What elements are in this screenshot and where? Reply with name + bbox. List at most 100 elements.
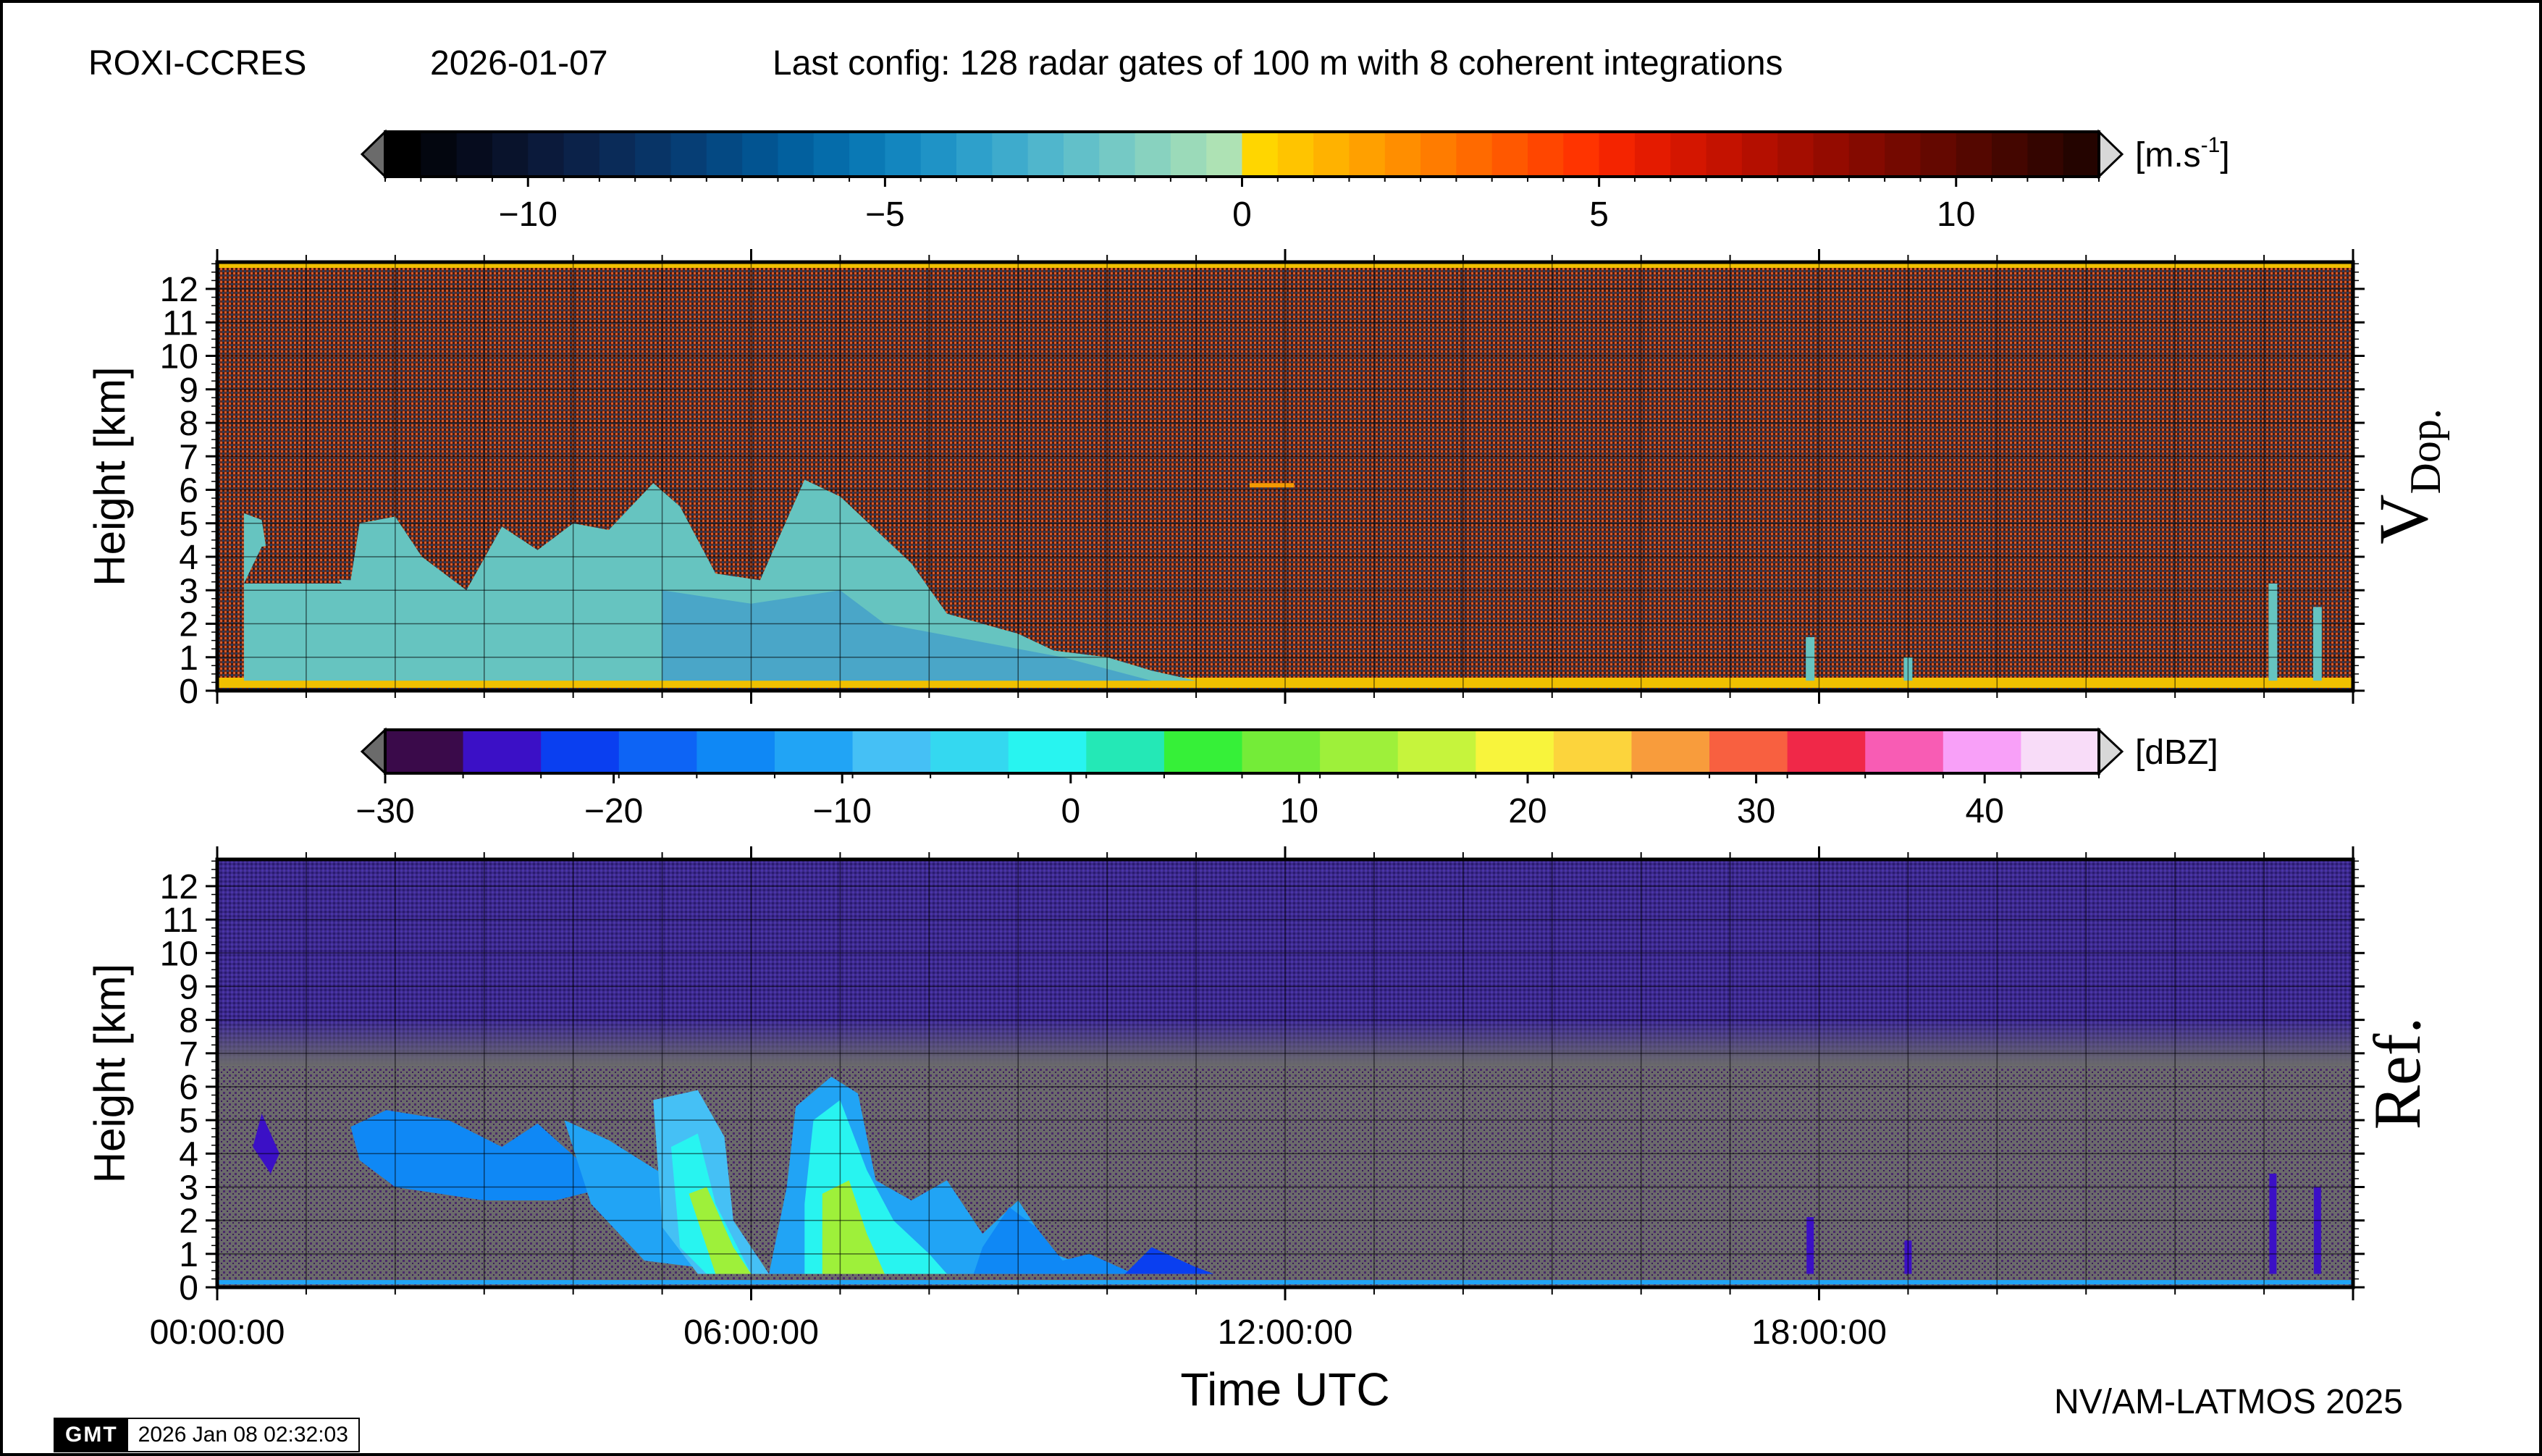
velocity-colorbar-swatch [563, 132, 600, 177]
velocity-colorbar-swatch [1027, 132, 1064, 177]
reflectivity-colorbar-swatch [2021, 730, 2100, 773]
velocity-colorbar-swatch [1741, 132, 1778, 177]
velocity-colorbar-swatch [1456, 132, 1493, 177]
velocity-cloud-core [662, 590, 1152, 681]
velocity-colorbar-swatch [1920, 132, 1957, 177]
reflectivity-colorbar-swatch [1008, 730, 1087, 773]
reflectivity-colorbar-swatch [1709, 730, 1788, 773]
reflectivity-colorbar-swatch [930, 730, 1009, 773]
reflectivity-cloud-echo [973, 1207, 1134, 1274]
gmt-timestamp-badge: GMT 2026 Jan 08 02:32:03 [54, 1418, 360, 1452]
reflectivity-colorbar-swatch [1787, 730, 1866, 773]
reflectivity-colorbar-tick-label: −10 [812, 792, 871, 830]
velocity-colorbar-tick-label: −10 [499, 195, 557, 234]
reflectivity-cloud-echo [689, 1187, 752, 1274]
velocity-colorbar-swatch [456, 132, 493, 177]
velocity-colorbar-swatch [1170, 132, 1207, 177]
velocity-colorbar-swatch [706, 132, 743, 177]
reflectivity-colorbar-swatch [541, 730, 620, 773]
reflectivity-colorbar-swatch [463, 730, 542, 773]
velocity-colorbar-swatch [1135, 132, 1171, 177]
station-label: ROXI-CCRES [88, 44, 307, 83]
reflectivity-xtick-label: 00:00:00 [150, 1313, 285, 1352]
velocity-small-echo [2268, 584, 2278, 681]
reflectivity-colorbar-tick-label: 20 [1508, 792, 1546, 830]
reflectivity-ytick-label: 3 [179, 1169, 198, 1207]
velocity-colorbar-tick-label: 5 [1589, 195, 1609, 234]
credit-label: NV/AM-LATMOS 2025 [2054, 1383, 2403, 1421]
velocity-colorbar-swatch [1063, 132, 1100, 177]
reflectivity-small-echo [2313, 1187, 2321, 1274]
reflectivity-small-echo [2269, 1174, 2277, 1274]
reflectivity-colorbar-swatch [1943, 730, 2022, 773]
velocity-ytick-label: 2 [179, 606, 198, 644]
reflectivity-xlabel: Time UTC [1180, 1363, 1389, 1415]
velocity-colorbar-swatch [1528, 132, 1564, 177]
reflectivity-ytick-label: 12 [160, 868, 198, 906]
reflectivity-ytick-label: 1 [179, 1236, 198, 1274]
gmt-timestamp: 2026 Jan 08 02:32:03 [138, 1423, 348, 1447]
config-label: Last config: 128 radar gates of 100 m wi… [773, 44, 1783, 83]
velocity-ytick-label: 3 [179, 572, 198, 610]
velocity-colorbar-swatch [1706, 132, 1743, 177]
velocity-colorbar-unit: [m.s-1] [2135, 133, 2230, 174]
velocity-colorbar-high-triangle [2097, 129, 2124, 180]
velocity-colorbar-swatch [1956, 132, 1992, 177]
velocity-clear-gap [243, 539, 342, 584]
reflectivity-colorbar-swatch [385, 730, 464, 773]
velocity-colorbar-swatch [778, 132, 815, 177]
velocity-warm-streak [1249, 483, 1295, 488]
date-label: 2026-01-07 [430, 44, 608, 83]
velocity-colorbar-swatch [920, 132, 957, 177]
velocity-colorbar-swatch [2063, 132, 2100, 177]
velocity-ytick-label: 6 [179, 472, 198, 510]
velocity-ytick-label: 8 [179, 405, 198, 443]
velocity-colorbar-swatch [1313, 132, 1350, 177]
velocity-colorbar-swatch [1349, 132, 1386, 177]
velocity-colorbar-swatch [1277, 132, 1314, 177]
velocity-colorbar-swatch [670, 132, 707, 177]
reflectivity-cloud-echo [253, 1113, 279, 1174]
velocity-colorbar-swatch [849, 132, 885, 177]
velocity-colorbar-swatch [813, 132, 850, 177]
velocity-ytick-label: 5 [179, 505, 198, 544]
velocity-ytick-label: 0 [179, 673, 198, 711]
velocity-ytick-label: 1 [179, 639, 198, 678]
velocity-colorbar-tick-label: 0 [1232, 195, 1252, 234]
reflectivity-colorbar-swatch [1086, 730, 1165, 773]
reflectivity-ytick-label: 4 [179, 1135, 198, 1174]
reflectivity-ytick-label: 9 [179, 968, 198, 1006]
reflectivity-colorbar-swatch [618, 730, 697, 773]
reflectivity-ytick-label: 11 [162, 901, 198, 940]
reflectivity-ytick-label: 0 [179, 1269, 198, 1308]
reflectivity-ytick-label: 5 [179, 1102, 198, 1140]
radar-figure: −10 −5 0 5 10[m.s-1]−30 −20 −10 0 10 20 30 40[dBZ]0… [85, 129, 2449, 1415]
velocity-colorbar-swatch [1242, 132, 1279, 177]
velocity-colorbar-swatch [742, 132, 779, 177]
velocity-ytick-label: 7 [179, 438, 198, 476]
reflectivity-colorbar-swatch [1397, 730, 1476, 773]
reflectivity-xtick-label: 18:00:00 [1751, 1313, 1887, 1352]
reflectivity-ytick-label: 2 [179, 1203, 198, 1241]
gmt-logo: GMT [55, 1419, 128, 1451]
reflectivity-colorbar-swatch [1163, 730, 1243, 773]
reflectivity-colorbar-swatch [696, 730, 775, 773]
reflectivity-cloud-echo [822, 1180, 885, 1274]
reflectivity-ylabel: Height [km] [85, 964, 134, 1183]
reflectivity-colorbar-swatch [1476, 730, 1554, 773]
reflectivity-colorbar-tick-label: 10 [1280, 792, 1318, 830]
velocity-side-label: VDop. [2365, 408, 2449, 544]
reflectivity-ytick-label: 10 [160, 935, 198, 973]
reflectivity-colorbar-tick-label: −20 [584, 792, 643, 830]
reflectivity-cloud-echo [350, 1110, 609, 1200]
velocity-colorbar-swatch [528, 132, 565, 177]
velocity-colorbar-swatch [956, 132, 993, 177]
velocity-colorbar-swatch [1670, 132, 1707, 177]
reflectivity-xtick-label: 06:00:00 [683, 1313, 819, 1352]
reflectivity-colorbar-swatch [1631, 730, 1710, 773]
reflectivity-colorbar-tick-label: 40 [1966, 792, 2004, 830]
velocity-colorbar-swatch [1421, 132, 1457, 177]
reflectivity-xtick-label: 12:00:00 [1218, 1313, 1353, 1352]
reflectivity-ytick-label: 6 [179, 1069, 198, 1107]
